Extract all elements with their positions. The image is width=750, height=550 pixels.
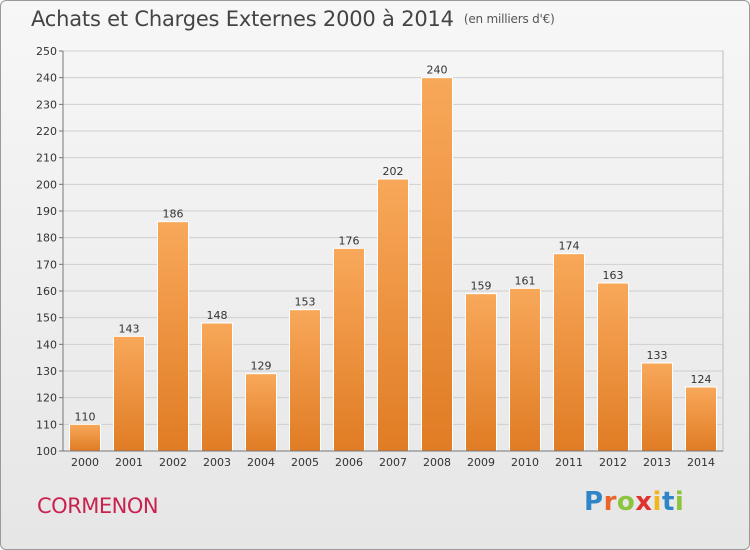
y-tick-label: 200 (36, 178, 57, 191)
data-label-2007: 202 (383, 165, 404, 178)
data-label-2005: 153 (295, 296, 316, 309)
bar-2007 (377, 178, 409, 452)
bar-2005 (289, 309, 321, 452)
x-tick-label-2012: 2012 (599, 456, 627, 469)
bar-2013 (641, 362, 673, 452)
data-label-2002: 186 (163, 208, 184, 221)
bar-2003 (201, 322, 233, 452)
bar-2009 (465, 293, 497, 452)
data-label-2003: 148 (207, 309, 228, 322)
y-tick-label: 180 (36, 232, 57, 245)
y-tick-label: 100 (36, 445, 57, 458)
y-tick-label: 190 (36, 205, 57, 218)
bar-2000 (69, 423, 101, 452)
y-tick-label: 170 (36, 258, 57, 271)
x-tick-label-2007: 2007 (379, 456, 407, 469)
data-label-2014: 124 (691, 373, 712, 386)
data-label-2011: 174 (559, 240, 580, 253)
bar-2008 (421, 77, 453, 452)
data-label-2013: 133 (647, 349, 668, 362)
x-tick-label-2001: 2001 (115, 456, 143, 469)
x-tick-label-2008: 2008 (423, 456, 451, 469)
x-tick-label-2002: 2002 (159, 456, 187, 469)
y-tick-label: 140 (36, 338, 57, 351)
x-axis: 2000 2001 2002 2003 2004 2005 2006 2007 2008 2009… (63, 450, 723, 469)
data-label-2010: 161 (515, 274, 536, 287)
y-tick-label: 220 (36, 125, 57, 138)
logo-letter: i (674, 487, 685, 517)
x-tick-label-2004: 2004 (247, 456, 275, 469)
bar-2002 (157, 221, 189, 452)
bar-2012 (597, 282, 629, 452)
y-axis: 100 110 120 130 140 150 160 170 180 190 200 210 220 2… (36, 45, 64, 458)
x-tick-label-2014: 2014 (687, 456, 715, 469)
city-name: CORMENON (37, 494, 159, 518)
chart-title: Achats et Charges Externes 2000 à 2014 (e… (31, 7, 555, 31)
bar-2011 (553, 253, 585, 452)
y-tick-label: 150 (36, 312, 57, 325)
logo-letter: x (635, 487, 653, 517)
data-label-2004: 129 (251, 360, 272, 373)
y-tick-label: 130 (36, 365, 57, 378)
proxiti-logo: Proxiti (584, 487, 684, 517)
y-tick-label: 230 (36, 98, 57, 111)
bar-2010 (509, 287, 541, 452)
y-tick-label: 160 (36, 285, 57, 298)
logo-letter: o (616, 487, 636, 517)
data-label-2006: 176 (339, 234, 360, 247)
logo-letter: t (661, 487, 675, 517)
chart-title-text: Achats et Charges Externes 2000 à 2014 (31, 7, 454, 31)
x-tick-label-2000: 2000 (71, 456, 99, 469)
data-label-2000: 110 (75, 410, 96, 423)
y-tick-label: 120 (36, 392, 57, 405)
bar-2014 (685, 386, 717, 452)
logo-letter: r (603, 487, 617, 517)
bar-2006 (333, 247, 365, 452)
bars: 110 143 186 148 129 153 176 202 240 159 161 174 163 1… (69, 64, 717, 452)
bar-2004 (245, 373, 277, 452)
data-label-2001: 143 (119, 322, 140, 335)
y-tick-label: 110 (36, 418, 57, 431)
x-tick-label-2006: 2006 (335, 456, 363, 469)
bar-2001 (113, 335, 145, 452)
data-label-2008: 240 (427, 64, 448, 77)
x-tick-label-2011: 2011 (555, 456, 583, 469)
data-label-2012: 163 (603, 269, 624, 282)
logo-letter: i (652, 487, 662, 517)
data-label-2009: 159 (471, 280, 492, 293)
x-tick-label-2009: 2009 (467, 456, 495, 469)
chart-unit: (en milliers d'€) (463, 12, 555, 26)
x-tick-label-2005: 2005 (291, 456, 319, 469)
y-tick-label: 210 (36, 152, 57, 165)
logo-letter: P (584, 487, 604, 517)
y-tick-label: 240 (36, 72, 57, 85)
x-tick-label-2013: 2013 (643, 456, 671, 469)
x-tick-label-2010: 2010 (511, 456, 539, 469)
y-tick-label: 250 (36, 45, 57, 58)
x-tick-label-2003: 2003 (203, 456, 231, 469)
